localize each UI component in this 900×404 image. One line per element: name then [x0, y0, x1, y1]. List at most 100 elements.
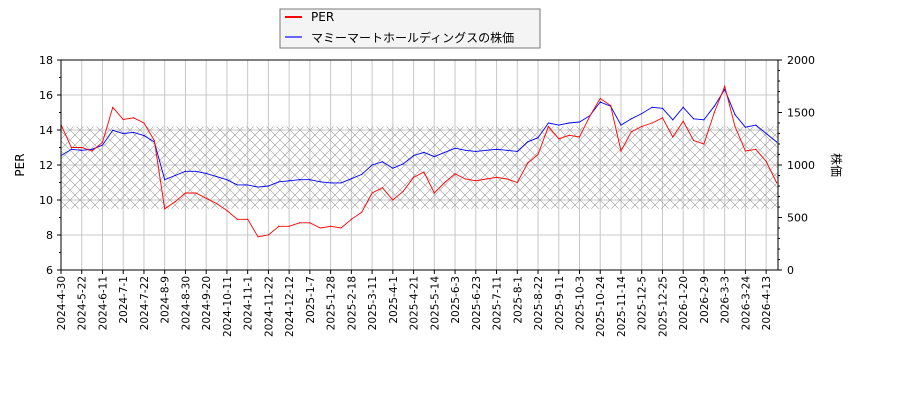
y-tick-label-left: 14 [39, 124, 53, 137]
per-series-line-point [195, 192, 197, 194]
price-series-line-point [392, 167, 394, 169]
per-series-line-point [724, 85, 726, 87]
per-series-line-point [392, 199, 394, 201]
per-series-line-point [433, 192, 435, 194]
price-series-line-point [620, 124, 622, 126]
price-series-line-point [744, 126, 747, 128]
price-series-line-point [174, 174, 176, 177]
price-series-line-point [309, 179, 311, 181]
per-series-line-point [91, 150, 93, 152]
price-series-line-point [278, 181, 280, 183]
per-series-line-point [713, 111, 715, 114]
per-series-line-point [330, 225, 332, 227]
price-series-line-point [164, 179, 166, 181]
price-series-line-point [402, 163, 404, 165]
x-tick-label: 2024-7-1 [118, 276, 130, 324]
shaded-band [61, 126, 778, 209]
x-tick-label: 2024-11-22 [263, 276, 275, 337]
per-series-line-point [371, 192, 373, 194]
price-series-line-point [765, 132, 767, 135]
x-tick-label: 2025-5-14 [429, 276, 441, 331]
y-tick-label-right: 2000 [787, 54, 815, 67]
price-series-line-point [433, 156, 435, 158]
per-series-line-point [319, 227, 321, 229]
y-axis-label-right: 株価 [829, 153, 844, 177]
per-series-line-point [589, 115, 591, 117]
price-series-line-point [122, 132, 124, 135]
price-series-line-point [350, 178, 352, 180]
per-series-line-point [350, 218, 352, 220]
per-series-line-point [174, 201, 176, 203]
x-tick-label: 2024-5-22 [77, 276, 89, 330]
per-series-line-point [734, 125, 736, 128]
y-axis-label-left: PER [13, 153, 27, 176]
price-series-line-point [464, 149, 467, 151]
per-series-line-point [298, 222, 301, 224]
price-series-line-point [412, 154, 415, 157]
per-series-line-point [547, 125, 549, 128]
price-series-line-point [672, 119, 674, 121]
x-tick-label: 2024-4-30 [56, 276, 68, 330]
price-series-line-point [298, 179, 301, 181]
price-series-line-point [247, 184, 249, 186]
legend-label-per: PER [311, 10, 334, 24]
per-series-line-point [423, 171, 425, 173]
price-series-line-point [340, 182, 342, 184]
price-series-line-point [215, 175, 218, 178]
per-series-line-point [247, 218, 249, 220]
y-tick-label-right: 1000 [787, 159, 815, 172]
per-series-line-point [661, 117, 664, 119]
price-series-line-point [682, 106, 684, 108]
per-series-line-point [703, 143, 705, 145]
price-series-line-point [713, 105, 715, 107]
per-series-line-point [226, 209, 228, 212]
price-series-line-point [423, 151, 425, 153]
x-tick-label: 2024-10-11 [222, 276, 234, 337]
per-series-line [61, 84, 777, 238]
per-series-line-point [527, 162, 529, 164]
x-tick-label: 2025-6-3 [450, 276, 462, 324]
price-series-line-point [495, 148, 498, 150]
x-tick-label: 2024-9-20 [201, 276, 213, 330]
price-series-line-point [132, 131, 135, 134]
x-tick-label: 2025-8-1 [512, 276, 524, 324]
price-series-line-point [775, 141, 778, 143]
per-series-line-point [495, 176, 498, 178]
price-series-line-point [330, 182, 332, 184]
per-series-line-point [205, 197, 207, 199]
price-series-line-point [143, 135, 145, 137]
price-series-line-point [70, 148, 72, 150]
per-series-line-point [153, 139, 155, 142]
price-series-line-point [475, 150, 477, 152]
x-tick-label: 2024-11-1 [243, 276, 255, 330]
per-series-line-point [412, 176, 415, 178]
price-series-line-point [547, 122, 549, 124]
per-series-line-point [641, 125, 643, 128]
per-series-line-point [775, 181, 778, 184]
x-tick-label: 2025-2-18 [346, 276, 358, 330]
x-tick-label: 2024-7-22 [139, 276, 151, 330]
price-series-line-point [319, 181, 321, 183]
x-tick-label: 2024-8-30 [180, 276, 192, 330]
x-tick-label: 2024-6-11 [97, 276, 109, 330]
y-tick-label-right: 1500 [787, 107, 815, 120]
per-series-line-point [340, 227, 342, 229]
price-series-line-point [101, 144, 104, 146]
price-series-line-point [537, 137, 539, 139]
x-tick-label: 2025-3-11 [367, 276, 379, 330]
price-series-line-point [257, 186, 259, 188]
per-series-line-point [516, 181, 518, 184]
price-series-line-point [444, 151, 446, 153]
per-series-line-point [692, 139, 695, 142]
x-tick-label: 2025-8-22 [533, 276, 545, 330]
price-series-line-point [558, 124, 560, 126]
price-series-line-point [661, 107, 664, 109]
y-tick-label-left: 6 [46, 264, 53, 277]
x-tick-label: 2025-10-24 [595, 276, 607, 337]
y-tick-label-left: 8 [46, 229, 53, 242]
x-tick-label: 2026-3-3 [720, 276, 732, 324]
per-series-line-point [744, 150, 747, 152]
x-tick-label: 2026-2-9 [699, 276, 711, 324]
per-series-line-point [236, 218, 238, 220]
